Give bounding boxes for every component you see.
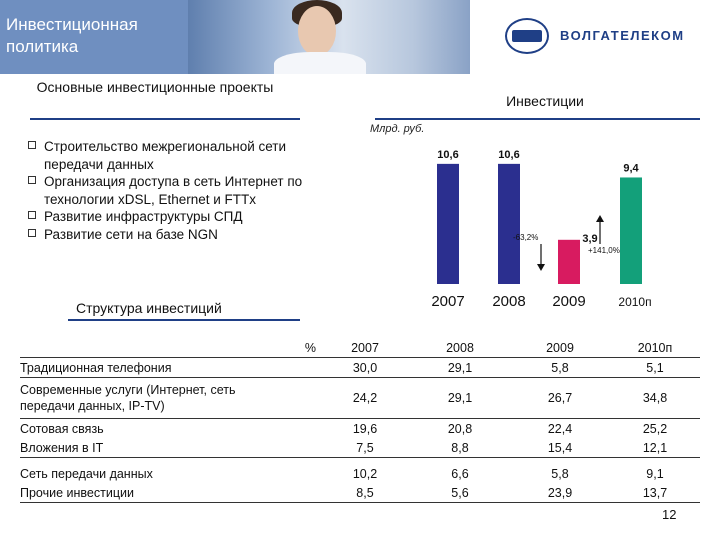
table-row: Сотовая связь 19,6 20,8 22,4 25,2 [20,419,700,439]
unit-header: % [20,338,320,358]
table-cell: 30,0 [352,360,378,375]
table-cell: 29,1 [447,360,473,375]
list-item: Развитие сети на базе NGN [28,226,328,244]
list-item: Развитие инфраструктуры СПД [28,208,328,226]
table-cell: 24,2 [352,391,378,405]
chart-bar [437,163,459,284]
year-header: 2007 [320,338,410,358]
chart-annotation: +141,0% [588,246,620,255]
page-title: Инвестиционная политика [6,15,138,56]
projects-title: Основные инвестиционные проекты [36,79,274,95]
table-cell: 23,9 [547,485,573,500]
table-cell: 12,1 [642,440,668,455]
table-cell: 5,1 [646,360,664,375]
chart-annotation-arrowhead [596,215,604,222]
table-cell: 22,4 [547,421,573,436]
chart-tick-label: 2009 [552,293,585,310]
structure-title-underline [68,319,300,321]
row-label: Традиционная телефония [20,360,172,375]
chart-tick-label: 2008 [492,293,525,310]
table-row: Современные услуги (Интернет, сеть перед… [20,378,700,419]
chart-data-label: 10,6 [498,149,519,161]
table-row: Вложения в IT 7,5 8,8 15,4 12,1 [20,438,700,458]
table-row: Традиционная телефония 30,0 29,1 5,8 5,1 [20,358,700,378]
chart-data-label: 3,9 [582,233,597,245]
investments-title-underline [375,118,700,120]
table-cell: 8,5 [356,485,374,500]
table-cell: 7,5 [356,440,374,455]
table-cell: 10,2 [352,466,378,481]
year-header: 2010п [610,338,700,358]
header-photo [188,0,470,74]
structure-table: % 2007 2008 2009 2010п Традиционная теле… [20,338,700,503]
row-label: Прочие инвестиции [20,485,134,500]
table-cell: 8,8 [451,440,469,455]
list-item: Строительство межрегиональной сети перед… [28,138,328,173]
checkbox-bullet-icon [28,228,36,237]
projects-list: Строительство межрегиональной сети перед… [28,138,328,243]
table-cell: 5,8 [551,360,569,375]
checkbox-bullet-icon [28,211,36,219]
year-header: 2008 [410,338,510,358]
chart-bar [620,177,642,284]
logo-emblem-band-icon [512,30,542,42]
projects-title-underline [30,118,300,120]
table-cell: 19,6 [352,421,378,436]
page-number: 12 [662,507,677,522]
year-header: 2009 [510,338,610,358]
photo-face [298,6,336,56]
chart-annotation-arrowhead [537,264,545,271]
table-header-row: % 2007 2008 2009 2010п [20,338,700,358]
table-cell: 34,8 [642,391,668,405]
list-item: Организация доступа в сеть Интернет по т… [28,173,328,208]
investments-chart: Млрд. руб. 10,6 2007 10,6 2008 3,9 2009 9,4 2010… [370,123,652,310]
table-cell: 13,7 [642,485,668,500]
structure-title: Структура инвестиций [76,300,222,316]
logo-emblem-icon [505,18,549,54]
chart-tick-label: 2007 [431,293,464,310]
chart-tick-label: 2010п [618,295,651,309]
checkbox-bullet-icon [28,141,36,149]
table-row: Сеть передачи данных 10,2 6,6 5,8 9,1 [20,464,700,483]
photo-coat [274,52,366,74]
chart-data-label: 10,6 [437,149,458,161]
checkbox-bullet-icon [28,176,36,184]
table-cell: 25,2 [642,421,668,436]
table-row: Прочие инвестиции 8,5 5,6 23,9 13,7 [20,483,700,503]
table-cell: 5,8 [551,466,569,481]
table-cell: 9,1 [646,466,664,481]
row-label: Современные услуги (Интернет, сеть перед… [20,383,236,413]
table-cell: 26,7 [547,391,573,405]
row-label: Вложения в IT [20,440,104,455]
table-cell: 6,6 [451,466,469,481]
chart-data-label: 9,4 [623,162,639,174]
row-label: Сеть передачи данных [20,466,153,481]
chart-annotation: -63,2% [513,233,538,242]
logo-text: ВОЛГАТЕЛЕКОМ [560,28,685,43]
chart-bar [498,163,520,284]
table-cell: 5,6 [451,485,469,500]
table-cell: 20,8 [447,421,473,436]
chart-bar [558,239,580,284]
table-cell: 15,4 [547,440,573,455]
investments-title: Инвестиции [506,93,584,109]
table-cell: 29,1 [447,391,473,405]
row-label: Сотовая связь [20,421,104,436]
chart-unit-label: Млрд. руб. [370,123,424,135]
